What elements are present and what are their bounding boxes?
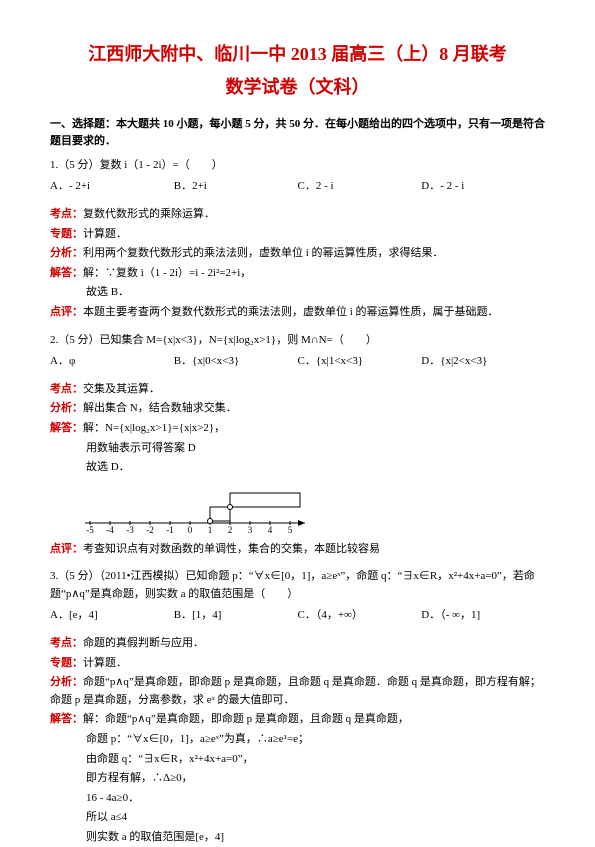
q2-options: A．φ B．{x|0<x<3} C．{x|1<x<3} D．{x|2<x<3}	[50, 353, 545, 371]
q3-kaodian: 命题的真假判断与应用．	[83, 637, 204, 649]
kaodian-label: 考点：	[50, 383, 83, 395]
q3-opt-a: A．[e，4]	[50, 607, 174, 625]
fenxi-label: 分析：	[50, 247, 83, 259]
number-line-diagram: -5 -4 -3 -2 -1 0 1 2 3 4 5	[80, 485, 545, 533]
q3-zhuanti: 计算题．	[83, 657, 127, 669]
q2-dianping: 考查知识点有对数函数的单调性，集合的交集，本题比较容易	[83, 543, 380, 555]
q2-jieda-l3: 故选 D．	[50, 459, 545, 477]
svg-text:-5: -5	[86, 525, 94, 533]
kaodian-label: 考点：	[50, 208, 83, 220]
exam-title: 江西师大附中、临川一中 2013 届高三（上）8 月联考	[50, 40, 545, 69]
q2-jieda-l2: 用数轴表示可得答案 D	[50, 440, 545, 458]
svg-text:2: 2	[228, 525, 233, 533]
svg-text:-3: -3	[126, 525, 134, 533]
q2-opt-b: B．{x|0<x<3}	[174, 353, 298, 371]
q2-jieda-l1: 解：N={x|log₂x>1}={x|x>2}，	[83, 422, 225, 434]
question-2: 2.（5 分）已知集合 M={x|x<3}，N={x|log₂x>1}，则 M∩…	[50, 332, 545, 371]
exam-subtitle: 数学试卷（文科）	[50, 73, 545, 102]
svg-text:0: 0	[188, 525, 193, 533]
q1-jieda-l2: 故选 B．	[50, 284, 545, 302]
q1-jieda-l1: 解：∵复数 i（1 - 2i）=i - 2i²=2+i，	[83, 267, 251, 279]
q2-opt-a: A．φ	[50, 353, 174, 371]
q3-options: A．[e，4] B．[1，4] C．（4，+∞） D．（- ∞，1]	[50, 607, 545, 625]
q1-dianping: 本题主要考查两个复数代数形式的乘法法则，虚数单位 i 的幂运算性质，属于基础题．	[83, 306, 499, 318]
q1-fenxi: 利用两个复数代数形式的乘法法则，虚数单位 i 的幂运算性质，求得结果．	[83, 247, 444, 259]
dianping-label: 点评：	[50, 306, 83, 318]
jieda-label: 解答：	[50, 713, 83, 725]
q3-jieda-l6: 所以 a≤4	[50, 809, 545, 827]
q1-kaodian: 复数代数形式的乘除运算．	[83, 208, 215, 220]
svg-text:5: 5	[288, 525, 293, 533]
zhuanti-label: 专题：	[50, 228, 83, 240]
q3-jieda-l1: 解：命题“p∧q”是真命题，即命题 p 是真命题，且命题 q 是真命题，	[83, 713, 409, 725]
q3-jieda-l4: 即方程有解，∴Δ≥0，	[50, 770, 545, 788]
svg-text:1: 1	[208, 525, 213, 533]
svg-text:-2: -2	[146, 525, 154, 533]
q3-analysis: 考点：命题的真假判断与应用． 专题：计算题． 分析：命题“p∧q”是真命题，即命…	[50, 635, 545, 847]
q3-fenxi: 命题“p∧q”是真命题，即命题 p 是真命题，且命题 q 是真命题．命题 q 是…	[50, 676, 541, 706]
fenxi-label: 分析：	[50, 402, 83, 414]
svg-text:-4: -4	[106, 525, 114, 533]
svg-text:4: 4	[268, 525, 273, 533]
q2-analysis: 考点：交集及其运算． 分析：解出集合 N，结合数轴求交集． 解答：解：N={x|…	[50, 381, 545, 559]
q3-opt-b: B．[1，4]	[174, 607, 298, 625]
svg-text:3: 3	[248, 525, 253, 533]
q1-stem: 1.（5 分）复数 i（1 - 2i）=（ ）	[50, 157, 545, 175]
q1-zhuanti: 计算题．	[83, 228, 127, 240]
q3-jieda-l7: 则实数 a 的取值范围是[e，4]	[50, 829, 545, 847]
jieda-label: 解答：	[50, 267, 83, 279]
q2-opt-d: D．{x|2<x<3}	[421, 353, 545, 371]
dianping-label: 点评：	[50, 543, 83, 555]
q3-opt-d: D．（- ∞，1]	[421, 607, 545, 625]
q2-stem: 2.（5 分）已知集合 M={x|x<3}，N={x|log₂x>1}，则 M∩…	[50, 332, 545, 350]
question-1: 1.（5 分）复数 i（1 - 2i）=（ ） A．- 2+i B．2+i C．…	[50, 157, 545, 196]
jieda-label: 解答：	[50, 422, 83, 434]
q1-opt-d: D．- 2 - i	[421, 178, 545, 196]
question-3: 3.（5 分）（2011•江西模拟）已知命题 p：“∀x∈[0，1]，a≥eˣ”…	[50, 568, 545, 625]
svg-text:-1: -1	[166, 525, 174, 533]
q2-fenxi: 解出集合 N，结合数轴求交集．	[83, 402, 237, 414]
q3-stem: 3.（5 分）（2011•江西模拟）已知命题 p：“∀x∈[0，1]，a≥eˣ”…	[50, 568, 545, 603]
q2-opt-c: C．{x|1<x<3}	[298, 353, 422, 371]
q1-opt-a: A．- 2+i	[50, 178, 174, 196]
q3-jieda-l5: 16 - 4a≥0．	[50, 790, 545, 808]
q1-opt-b: B．2+i	[174, 178, 298, 196]
kaodian-label: 考点：	[50, 637, 83, 649]
q3-jieda-l3: 由命题 q：“∃x∈R，x²+4x+a=0”，	[50, 751, 545, 769]
q3-jieda-l2: 命题 p：“∀x∈[0，1]，a≥eˣ”为真，∴a≥e¹=e；	[50, 731, 545, 749]
q1-options: A．- 2+i B．2+i C．2 - i D．- 2 - i	[50, 178, 545, 196]
q1-opt-c: C．2 - i	[298, 178, 422, 196]
q2-kaodian: 交集及其运算．	[83, 383, 160, 395]
fenxi-label: 分析：	[50, 676, 83, 688]
q3-opt-c: C．（4，+∞）	[298, 607, 422, 625]
section-header: 一、选择题：本大题共 10 小题，每小题 5 分，共 50 分．在每小题给出的四…	[50, 116, 545, 151]
zhuanti-label: 专题：	[50, 657, 83, 669]
q1-analysis: 考点：复数代数形式的乘除运算． 专题：计算题． 分析：利用两个复数代数形式的乘法…	[50, 206, 545, 322]
